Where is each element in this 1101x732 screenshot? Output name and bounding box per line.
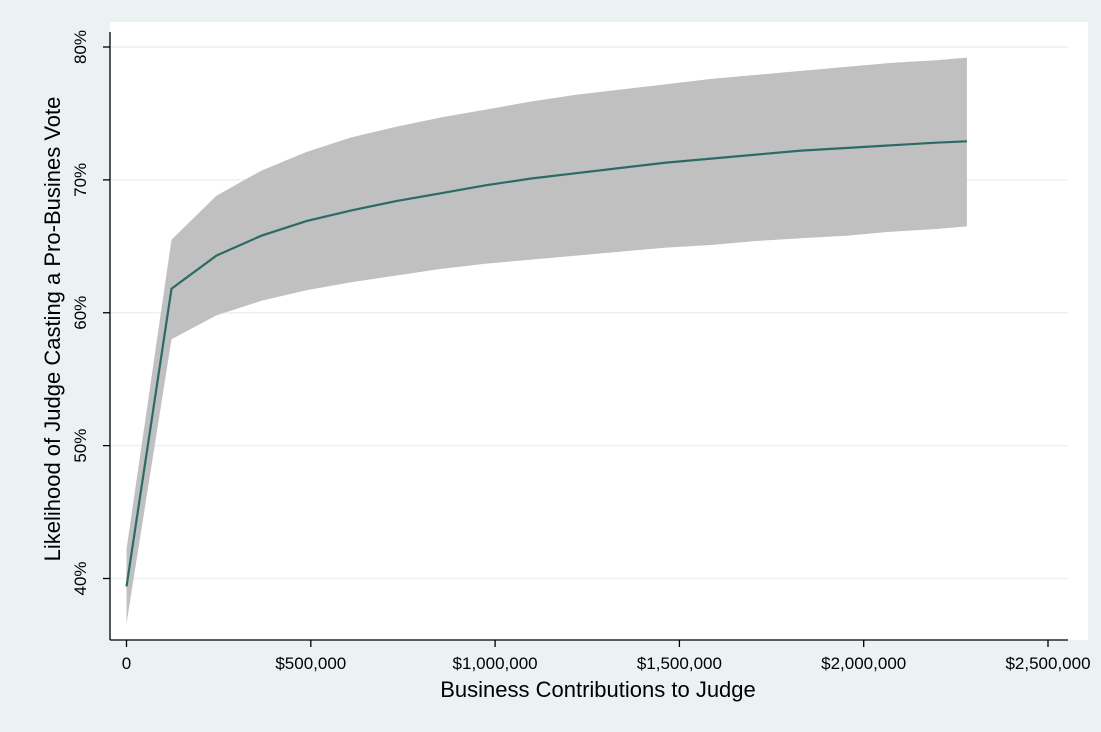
prediction-line [125,140,967,587]
y-axis-title: Likelihood of Judge Casting a Pro-Busine… [40,97,65,562]
x-tick-label: $1,500,000 [637,654,722,673]
y-tick-label: 70% [71,163,90,197]
y-tick-label: 80% [71,30,90,64]
y-tick-label: 50% [71,429,90,463]
tick-labels: 40% 50% 60% 70% 80% 0 $500,000 $1,000,000 $1,500… [71,30,1091,673]
confidence-band [126,57,967,624]
y-tick-label: 60% [71,296,90,330]
x-tick-label: $500,000 [275,654,346,673]
x-tick-label: $2,000,000 [821,654,906,673]
x-tick-label: $2,500,000 [1005,654,1090,673]
axes [103,32,1068,647]
x-tick-label: $1,000,000 [453,654,538,673]
x-axis-title: Business Contributions to Judge [440,677,756,702]
y-tick-label: 40% [71,561,90,595]
x-tick-label: 0 [122,654,131,673]
